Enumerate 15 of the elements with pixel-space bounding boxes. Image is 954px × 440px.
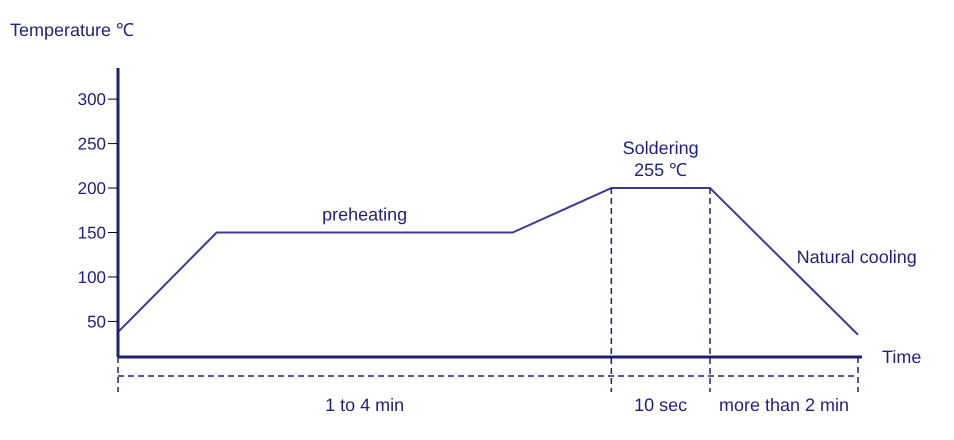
text: more than 2 min [718, 395, 850, 415]
y-axis-title: Temperature ℃ [10, 20, 134, 40]
y-tick-label: 250 [78, 134, 106, 154]
y-tick-label: 100 [78, 268, 106, 287]
y-tick-label: 150 [78, 223, 106, 242]
line-series [117, 187, 859, 336]
annotation: preheating [322, 204, 408, 225]
y-tick-label: 200 [78, 178, 106, 198]
y-tick-label: 50 [87, 312, 106, 332]
x-axis-title: Time [882, 347, 922, 367]
y-tick-label: 300 [78, 90, 106, 110]
annotation: Soldering 255 ℃ [622, 138, 699, 180]
annotation: Natural cooling [796, 246, 917, 267]
text: 10 sec [634, 395, 688, 415]
text: 1 to 4 min [325, 395, 404, 415]
